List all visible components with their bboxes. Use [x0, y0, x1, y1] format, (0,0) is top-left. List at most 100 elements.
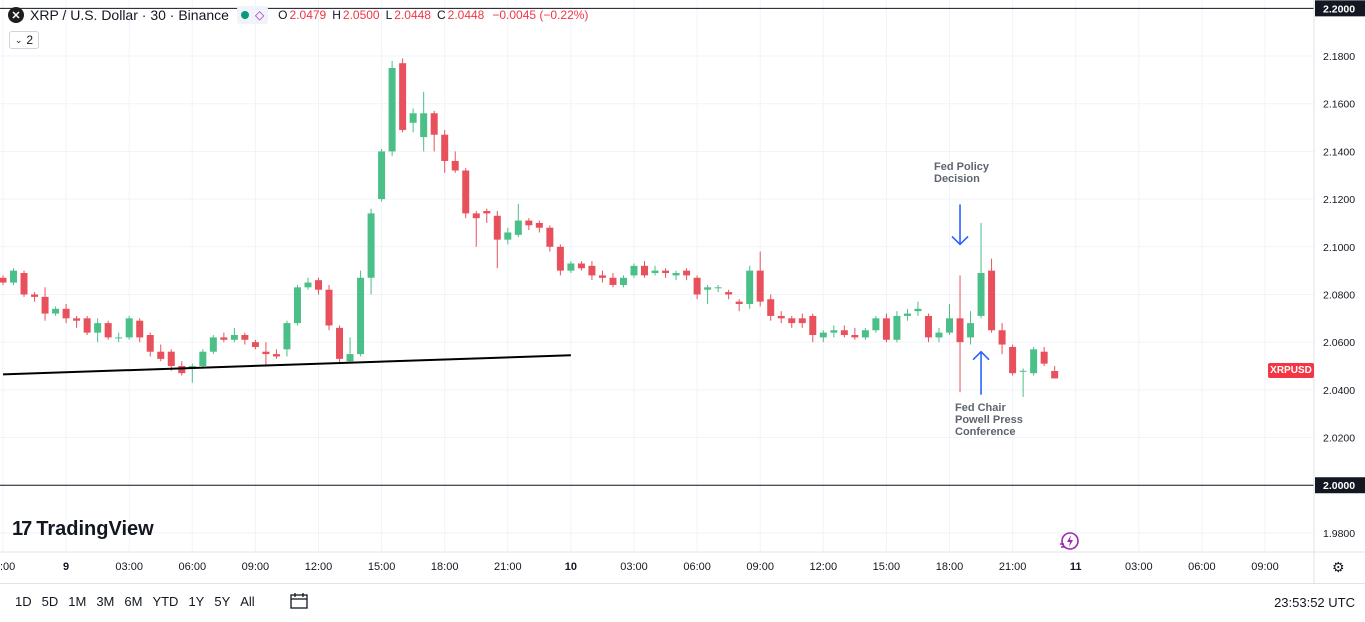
price-axis-tag — [1315, 0, 1365, 17]
range-all-button[interactable]: All — [240, 594, 255, 609]
candle-up — [199, 351, 207, 367]
candle-up — [903, 313, 911, 316]
candle-up — [914, 308, 922, 312]
candle-down — [556, 246, 564, 271]
time-tick-label: 15:00 — [368, 561, 396, 573]
lightning-icon[interactable] — [1058, 530, 1080, 552]
utc-clock[interactable]: 23:53:52 UTC — [1274, 595, 1355, 610]
time-axis: :00 9 03:00 06:00 09:00 12:00 15:00 18:00 21:00 1… — [0, 551, 1365, 573]
time-tick-label: 06:00 — [179, 561, 207, 573]
symbol-title[interactable]: XRP / U.S. Dollar · 30 · Binance — [30, 7, 229, 23]
candle-down — [1051, 371, 1059, 379]
close-value: 2.0448 — [447, 8, 485, 22]
candle-up — [630, 265, 638, 276]
candle-down — [451, 160, 459, 171]
fed-policy-annotation: Fed Policy Decision — [934, 161, 989, 185]
annotation-arrows — [951, 204, 990, 395]
candle-down — [809, 315, 817, 336]
candle-down — [430, 113, 438, 135]
candle-down — [777, 315, 785, 319]
candle-up — [619, 277, 627, 285]
candle-down — [956, 318, 964, 343]
range-selector: 1D 5D 1M 3M 6M YTD 1Y 5Y All — [10, 594, 260, 609]
candle-up — [304, 282, 312, 288]
candle-down — [220, 337, 228, 340]
ohlc-values: O 2.0479 H 2.0500 L 2.0448 C 2.0448 −0.0045 … — [278, 8, 588, 22]
candle-down — [41, 296, 49, 314]
range-3m-button[interactable]: 3M — [96, 594, 115, 609]
share-icon: ◇ — [254, 8, 265, 22]
candle-up — [872, 318, 880, 331]
time-tick-label: 10 — [565, 561, 577, 573]
candle-up — [357, 277, 365, 355]
annotation-line: Conference — [955, 426, 1016, 438]
price-tick-label: 2.1400 — [1323, 146, 1355, 158]
indicators-toggle-button[interactable]: ⌄ 2 — [9, 31, 39, 49]
annotation-line: Decision — [934, 173, 980, 185]
candles — [0, 58, 1059, 398]
high-label: H — [332, 8, 341, 22]
candle-up — [1030, 349, 1038, 374]
time-tick-label: 06:00 — [683, 561, 711, 573]
range-ytd-button[interactable]: YTD — [152, 594, 179, 609]
range-1d-button[interactable]: 1D — [15, 594, 32, 609]
candle-up — [115, 337, 123, 339]
xrp-icon[interactable]: ✕ — [8, 7, 24, 23]
time-tick-label: 09:00 — [242, 561, 270, 573]
candle-up — [746, 270, 754, 305]
candle-down — [588, 265, 596, 276]
time-tick-label: 11 — [1070, 561, 1082, 573]
candle-up — [861, 330, 869, 338]
candle-down — [73, 318, 81, 321]
candle-down — [136, 320, 144, 338]
candle-down — [241, 335, 249, 340]
chart-grid — [0, 0, 1314, 552]
gear-icon[interactable]: ⚙ — [1332, 559, 1345, 575]
candle-up — [52, 308, 60, 314]
high-value: 2.0500 — [342, 8, 380, 22]
price-tick-label: 2.1000 — [1323, 242, 1355, 254]
price-tick-label: 2.0400 — [1323, 385, 1355, 397]
range-1m-button[interactable]: 1M — [68, 594, 87, 609]
candle-down — [483, 211, 491, 214]
indicator-count: 2 — [26, 33, 34, 47]
symbol-price-tag[interactable]: XRPUSD — [1268, 363, 1314, 378]
candle-down — [441, 134, 449, 161]
candle-down — [882, 318, 890, 340]
candle-down — [399, 63, 407, 130]
range-5y-button[interactable]: 5Y — [214, 594, 231, 609]
tradingview-logo-icon: 17 — [12, 518, 32, 540]
range-1y-button[interactable]: 1Y — [188, 594, 205, 609]
range-6m-button[interactable]: 6M — [124, 594, 143, 609]
candle-up — [346, 354, 354, 362]
candle-down — [336, 327, 344, 359]
candle-up — [651, 270, 659, 274]
status-badge[interactable]: ◇ — [236, 6, 269, 24]
candle-down — [178, 366, 186, 374]
candle-up — [293, 287, 301, 324]
chevron-down-icon: ⌄ — [14, 34, 23, 45]
time-tick-label: 18:00 — [936, 561, 964, 573]
market-status-icon — [240, 11, 249, 19]
candle-up — [946, 318, 953, 333]
open-value: 2.0479 — [289, 8, 327, 22]
candle-down — [83, 318, 91, 333]
price-tick-label: 1.9800 — [1323, 528, 1355, 540]
candle-up — [420, 113, 428, 138]
price-tick-label: 2.2000 — [1323, 3, 1355, 15]
calendar-icon[interactable] — [290, 593, 308, 609]
candle-down — [20, 273, 28, 295]
candle-up — [1019, 370, 1027, 372]
close-label: C — [436, 8, 446, 22]
candle-down — [662, 270, 670, 274]
candle-down — [262, 351, 270, 355]
candle-up — [714, 287, 722, 289]
arrow-up-icon — [972, 350, 990, 361]
candle-down — [315, 280, 322, 290]
range-5d-button[interactable]: 5D — [41, 594, 59, 609]
time-tick-label: 15:00 — [873, 561, 901, 573]
tradingview-logo[interactable]: 17 TradingView — [12, 518, 154, 541]
candle-down — [1009, 346, 1017, 374]
price-axis: 2.2000 2.1800 2.1600 2.1400 2.1200 2.1000 2.08… — [1313, 0, 1365, 583]
